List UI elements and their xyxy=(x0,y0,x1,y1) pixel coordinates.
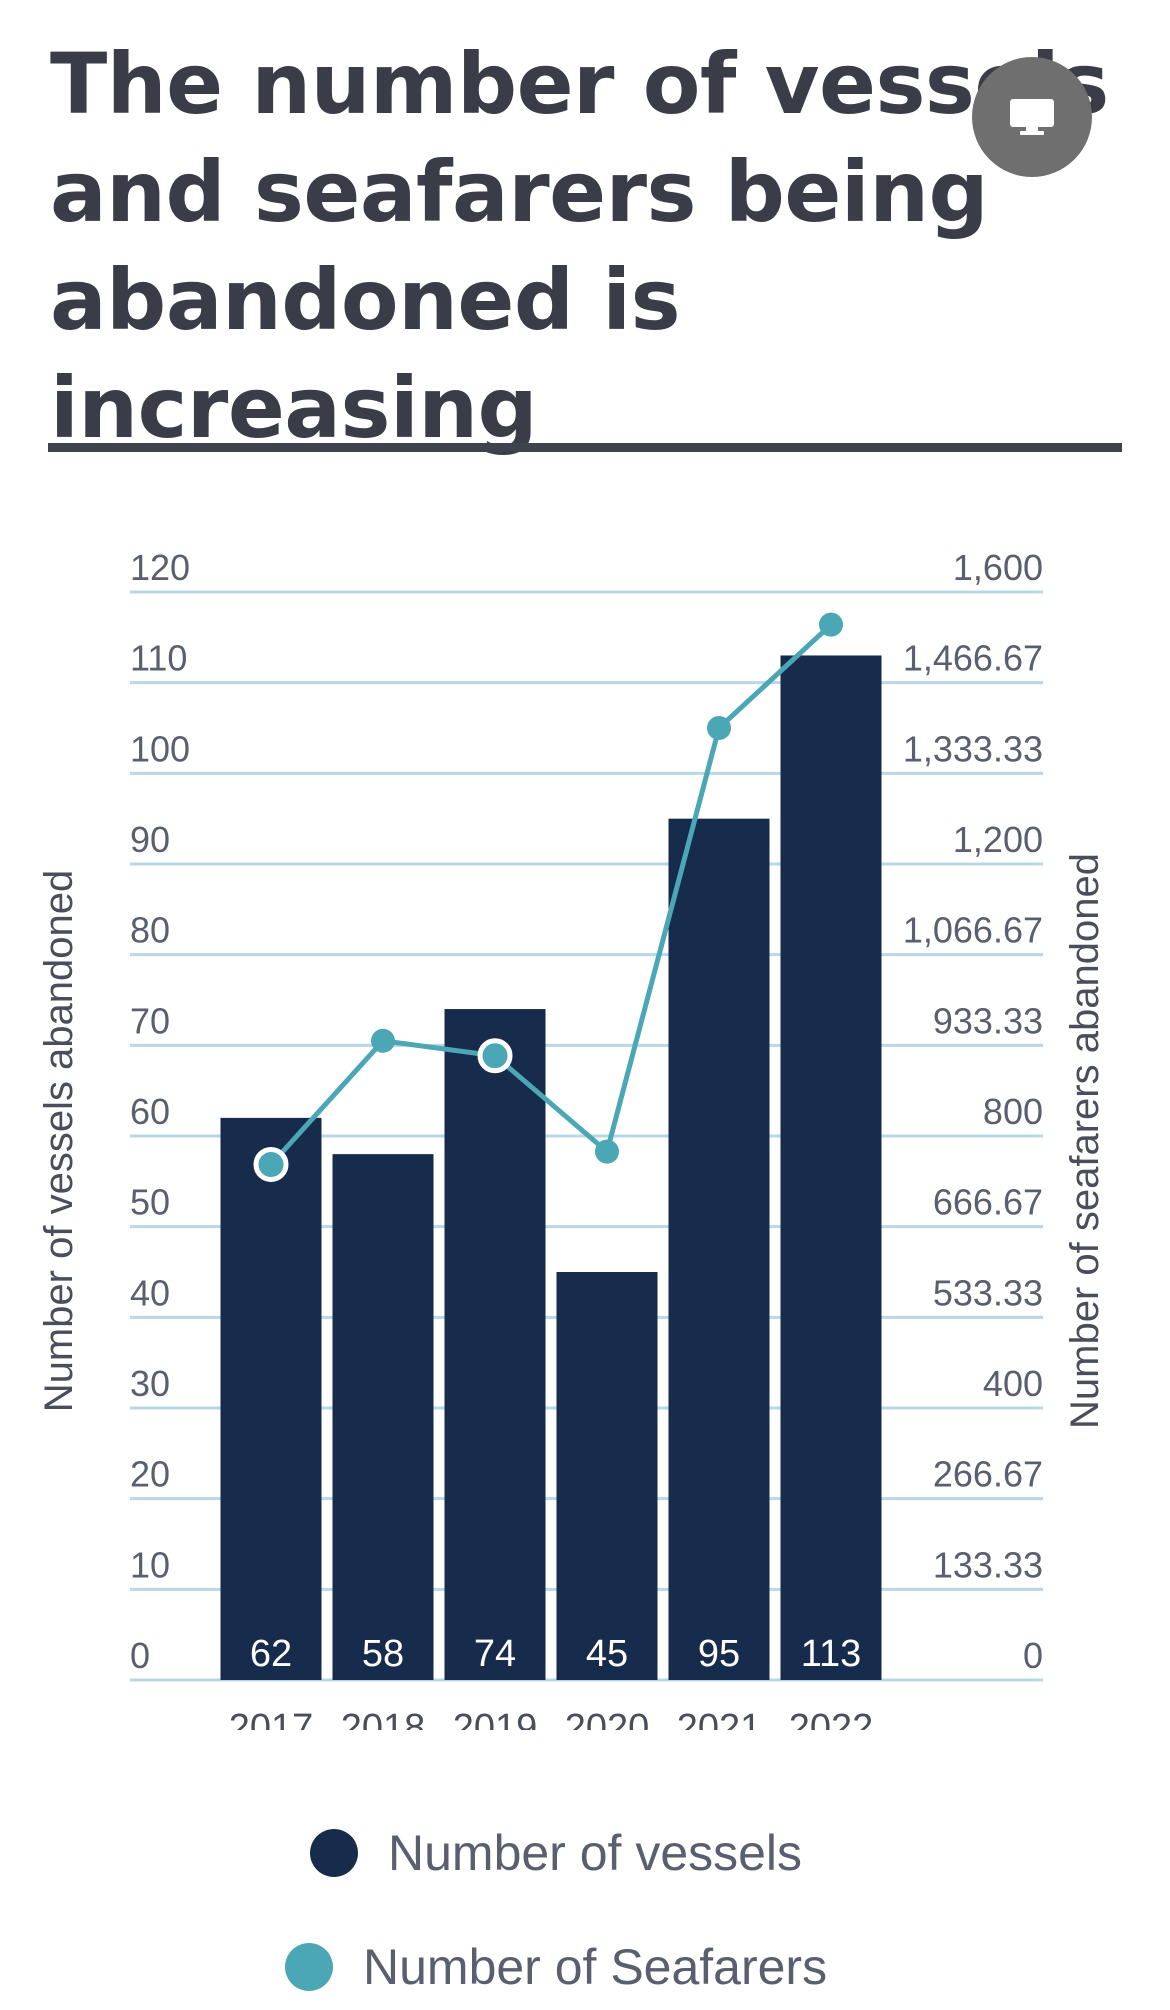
x-tick-label: 2019 xyxy=(453,1707,538,1730)
seafarers-point xyxy=(371,1028,395,1053)
bar-data-label: 45 xyxy=(586,1633,628,1675)
y-tick-left: 100 xyxy=(130,728,190,769)
desktop-icon xyxy=(1010,99,1054,135)
y-tick-right: 1,600 xyxy=(953,547,1043,588)
y-tick-left: 20 xyxy=(130,1454,170,1495)
desktop-view-button[interactable] xyxy=(972,57,1092,177)
bar-data-label: 113 xyxy=(801,1633,862,1675)
bar-data-label: 62 xyxy=(250,1633,292,1675)
y-tick-right: 400 xyxy=(983,1363,1043,1404)
y-tick-left: 90 xyxy=(130,819,170,860)
legend-item-vessels: Number of vessels xyxy=(310,1824,802,1882)
y-tick-left: 80 xyxy=(130,910,170,951)
y-axis-label-left: Number of vessels abandoned xyxy=(37,870,81,1413)
y-tick-left: 30 xyxy=(130,1363,170,1404)
y-tick-right: 266.67 xyxy=(933,1454,1043,1495)
bar xyxy=(556,1272,658,1680)
chart-title: The number of vessels and seafarers bein… xyxy=(50,35,1109,457)
x-tick-label: 2018 xyxy=(341,1707,426,1730)
y-tick-left: 0 xyxy=(130,1635,150,1676)
y-tick-left: 120 xyxy=(130,547,190,588)
bar-data-label: 95 xyxy=(698,1633,740,1675)
bar-data-label: 58 xyxy=(362,1633,404,1675)
seafarers-point xyxy=(477,1038,513,1074)
legend-swatch-vessels xyxy=(310,1829,358,1877)
y-tick-right: 1,466.67 xyxy=(903,638,1043,679)
bar xyxy=(780,655,882,1680)
y-tick-right: 1,333.33 xyxy=(903,728,1043,769)
legend-swatch-seafarers xyxy=(285,1943,333,1991)
y-tick-right: 533.33 xyxy=(933,1272,1043,1313)
seafarers-point xyxy=(707,716,731,740)
chart-text: 0 0 10 133.33 20 266.67 30 400 40 533.33 50 666.67 6… xyxy=(37,547,1107,1730)
bar-data-label: 74 xyxy=(474,1633,516,1675)
y-tick-right: 800 xyxy=(983,1091,1043,1132)
y-tick-right: 666.67 xyxy=(933,1182,1043,1223)
y-tick-right: 1,066.67 xyxy=(903,910,1043,951)
title-divider xyxy=(48,443,1122,452)
legend-label-seafarers: Number of Seafarers xyxy=(363,1939,828,1995)
seafarers-line-path xyxy=(269,622,833,1167)
bar xyxy=(444,1009,546,1680)
x-tick-label: 2021 xyxy=(677,1707,762,1730)
y-tick-left: 60 xyxy=(130,1091,170,1132)
seafarers-point xyxy=(253,1147,289,1183)
seafarers-point xyxy=(595,1139,619,1164)
x-tick-label: 2017 xyxy=(229,1707,314,1730)
y-tick-right: 0 xyxy=(1023,1635,1043,1676)
y-tick-right: 933.33 xyxy=(933,1000,1043,1041)
x-tick-label: 2022 xyxy=(789,1707,874,1730)
y-tick-left: 70 xyxy=(130,1000,170,1041)
bar xyxy=(220,1117,322,1680)
seafarers-point xyxy=(819,612,843,637)
bar xyxy=(332,1154,434,1680)
y-tick-right: 1,200 xyxy=(953,819,1043,860)
seafarers-line xyxy=(253,612,843,1183)
legend-item-seafarers: Number of Seafarers xyxy=(285,1938,827,1996)
y-tick-left: 50 xyxy=(130,1182,170,1223)
y-axis-label-right: Number of seafarers abandoned xyxy=(1063,853,1107,1429)
chart: 0 0 10 133.33 20 266.67 30 400 40 533.33 50 666.67 6… xyxy=(37,547,1107,1730)
x-tick-label: 2020 xyxy=(565,1707,650,1730)
legend-label-vessels: Number of vessels xyxy=(388,1825,803,1881)
y-tick-left: 110 xyxy=(130,638,187,679)
bars xyxy=(220,655,882,1680)
y-tick-left: 10 xyxy=(130,1544,170,1585)
y-tick-left: 40 xyxy=(130,1272,170,1313)
bar xyxy=(668,818,770,1680)
y-tick-right: 133.33 xyxy=(933,1544,1043,1585)
